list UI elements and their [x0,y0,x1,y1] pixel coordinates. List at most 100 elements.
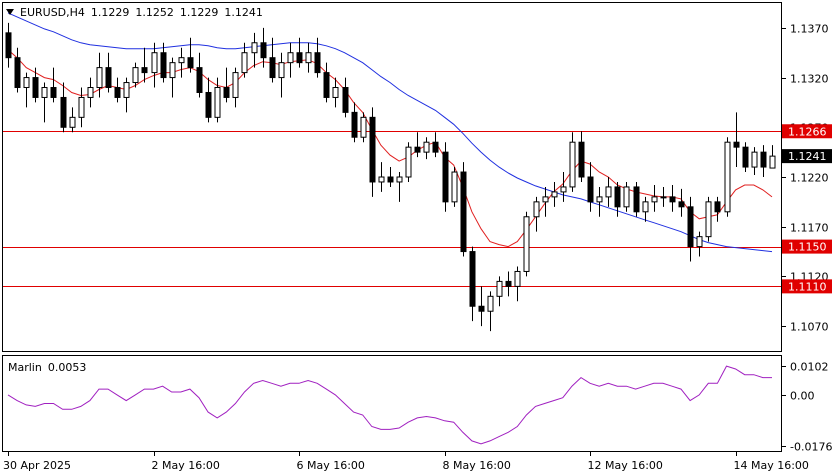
y-tick-label: 1.1320 [790,73,829,86]
price-tags: 1.1266 1.1150 1.1110 1.1241 [782,124,832,294]
candle [487,291,494,332]
main-price-pane[interactable] [2,2,782,352]
candle [742,142,749,173]
candle [151,42,158,88]
x-tick-label: 30 Apr 2025 [3,459,71,472]
candle [705,196,712,242]
candle-body [342,87,349,113]
level-tag-0-text: 1.1266 [788,125,827,138]
candle-body [742,146,749,168]
candle [260,27,267,68]
x-tick-label: 8 May 16:00 [443,459,511,472]
candle [614,181,621,217]
candle-body [705,201,712,238]
candle [696,231,703,257]
candle [678,188,685,217]
candle [751,147,758,176]
candle-body [141,67,148,74]
candle [605,177,612,207]
candle-body [196,67,203,93]
candle [360,112,367,143]
x-tick-label: 14 May 16:00 [734,459,809,472]
osc-tick-label: 0.00 [790,390,815,403]
candle-body [633,186,640,213]
candles [5,22,776,332]
candle-body [724,141,731,213]
candle-body [296,52,303,64]
candle [87,77,94,108]
level-tag-1-text: 1.1150 [788,241,827,254]
candle [123,77,130,113]
candle-body [733,141,740,148]
candle-body [269,57,276,79]
candle-body [505,280,512,287]
candle [314,37,321,78]
candle-body [387,176,394,183]
candle [178,47,185,78]
candle [469,246,476,322]
candle [542,186,549,217]
candle-body [187,57,194,69]
candle [251,32,258,68]
candle-body [123,82,130,98]
indicator-pane[interactable] [2,355,782,452]
candle [423,137,430,160]
candle [332,77,339,108]
y-tick-label: 1.1370 [790,23,829,36]
x-tick-label: 12 May 16:00 [588,459,663,472]
candle-body [396,176,403,183]
x-tick-label: 2 May 16:00 [152,459,220,472]
candle [760,145,767,177]
candle [642,196,649,222]
level-tag-2 [782,279,832,294]
candle-body [87,87,94,98]
candle [141,47,148,83]
candle-body [560,186,567,193]
candle-body [496,280,503,297]
candle [114,77,121,103]
candle-body [460,171,467,253]
level-tag-0 [782,124,832,139]
candle-body [642,201,649,213]
candle [633,181,640,217]
candle-body [578,141,585,178]
candle [451,167,458,207]
candle-body [160,52,167,79]
candle [387,167,394,187]
candle-body [442,151,449,203]
candle [396,172,403,202]
open-value: 1.1229 [91,6,130,19]
candle-body [60,96,67,128]
marlin-line [7,365,772,445]
candle-body [287,52,294,64]
dropdown-arrow-icon[interactable] [6,9,14,15]
candle [296,37,303,68]
candle [96,52,103,98]
candle [369,107,376,197]
candle-body [151,52,158,74]
candle [687,196,694,262]
candle-body [205,91,212,118]
candle [623,181,630,212]
candle [41,82,48,123]
candle [160,42,167,83]
candle-body [551,191,558,198]
candle [578,131,585,182]
indicator-name: Marlin [8,361,42,374]
candle-body [451,171,458,203]
candle-body [132,67,139,84]
candle [187,37,194,73]
candle-body [487,295,494,312]
level-tag-2-text: 1.1110 [788,280,827,293]
candle [405,142,412,182]
ma-slow-line [7,12,773,253]
candle [378,162,385,192]
candle [478,286,485,327]
candle [596,186,603,217]
candle-body [5,32,12,59]
candle [714,196,721,222]
candle [533,196,540,232]
candle [442,142,449,212]
candle-body [251,42,258,54]
